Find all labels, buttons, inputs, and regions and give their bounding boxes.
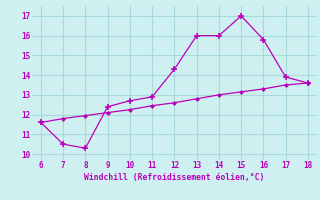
- X-axis label: Windchill (Refroidissement éolien,°C): Windchill (Refroidissement éolien,°C): [84, 173, 265, 182]
